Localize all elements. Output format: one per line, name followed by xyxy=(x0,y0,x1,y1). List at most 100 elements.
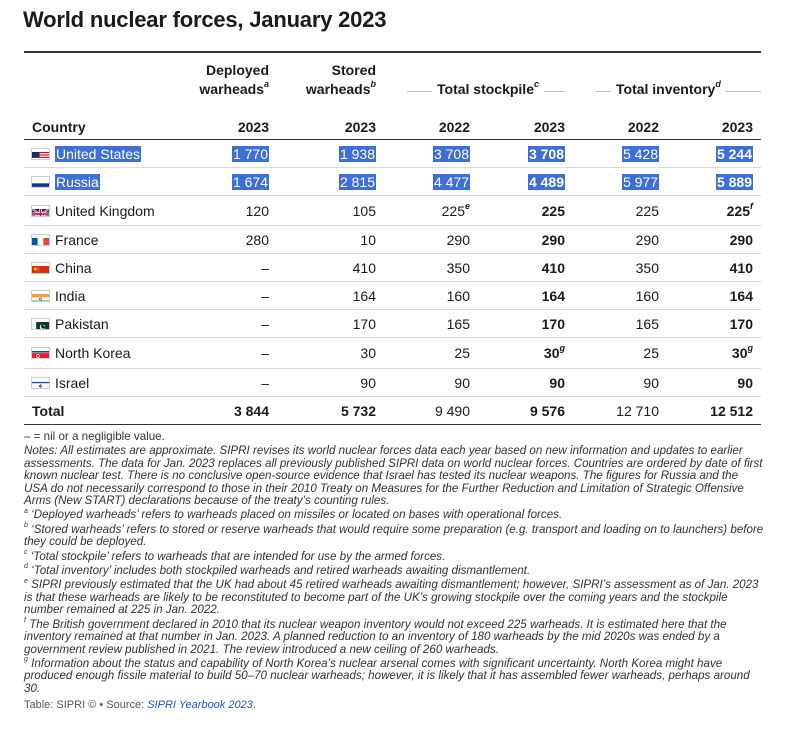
cell-stored: 410 xyxy=(352,260,376,276)
footnote-c: c ‘Total stockpile’ refers to warheads t… xyxy=(24,548,446,563)
cell-stock23: 90 xyxy=(549,375,565,391)
cell-inv22: 350 xyxy=(635,260,659,276)
cell-stock22: 3 708 xyxy=(432,146,470,162)
cell-stored: 30 xyxy=(360,345,376,361)
header-row-years: Country 2023 2023 2022 2023 2022 2023 xyxy=(24,113,761,140)
pakistan-flag-icon xyxy=(31,318,50,330)
india-flag-icon xyxy=(31,290,50,302)
table-top-rule xyxy=(24,51,761,53)
nil-note: – = nil or a negligible value. xyxy=(24,430,165,443)
cell-inv23: 5 889 xyxy=(715,174,753,190)
table-row: Pakistan – 170 165 170 165 170 xyxy=(24,310,761,338)
cell-deployed: 280 xyxy=(245,232,269,248)
country-name: Pakistan xyxy=(55,316,109,332)
cell-stock22: 160 xyxy=(446,288,470,304)
cell-inv22: 25 xyxy=(643,345,659,361)
total-stored: 5 732 xyxy=(340,403,376,419)
header-row-groups: Deployed warheadsa Stored warheadsb Tota… xyxy=(24,53,761,113)
cell-stock23: 410 xyxy=(541,260,565,276)
cell-inv23: 90 xyxy=(737,375,753,391)
footnote-e: e SIPRI previously estimated that the UK… xyxy=(24,577,759,617)
table-body: United States 1 770 1 938 3 708 3 708 5 428 5 … xyxy=(24,140,761,397)
country-name: India xyxy=(55,288,86,304)
cell-stored: 10 xyxy=(360,232,376,248)
total-deployed: 3 844 xyxy=(233,403,269,419)
inventory-year-2022: 2022 xyxy=(627,119,659,135)
total-stockpile-group-header: Total stockpilec xyxy=(407,80,565,101)
table-row: Israel – 90 90 90 90 90 xyxy=(24,369,761,397)
france-flag-icon xyxy=(31,234,50,246)
cell-inv22: 225 xyxy=(635,203,659,219)
cell-deployed: – xyxy=(261,345,269,361)
cell-stock23: 164 xyxy=(541,288,565,304)
page-title: World nuclear forces, January 2023 xyxy=(23,7,387,32)
total-label: Total xyxy=(32,403,65,419)
cell-stock23: 290 xyxy=(541,232,565,248)
north-korea-flag-icon xyxy=(31,347,50,359)
country-name: United Kingdom xyxy=(55,203,155,219)
cell-deployed: – xyxy=(261,260,269,276)
cell-inv23: 164 xyxy=(729,288,753,304)
deployed-header: Deployed warheadsa xyxy=(199,62,269,97)
table-row: United States 1 770 1 938 3 708 3 708 5 428 5 … xyxy=(24,140,761,168)
us-flag-icon xyxy=(31,148,50,160)
cell-stock23: 4 489 xyxy=(527,174,565,190)
uk-flag-icon xyxy=(31,205,50,217)
cell-deployed: – xyxy=(261,375,269,391)
general-note: Notes: All estimates are approximate. SI… xyxy=(24,444,763,508)
cell-inv23: 170 xyxy=(729,316,753,332)
table-row: India – 164 160 164 160 164 xyxy=(24,282,761,310)
stored-header: Stored warheadsb xyxy=(305,62,376,97)
footnotes: – = nil or a negligible value. Notes: Al… xyxy=(24,430,764,712)
china-flag-icon xyxy=(31,262,50,274)
nuclear-forces-table: Deployed warheadsa Stored warheadsb Tota… xyxy=(24,51,761,425)
inventory-year-2023: 2023 xyxy=(721,119,753,135)
cell-stock22: 4 477 xyxy=(432,174,470,190)
table-row: North Korea – 30 25 30g 25 30g xyxy=(24,338,761,369)
country-name: Russia xyxy=(55,174,100,190)
cell-deployed: 1 674 xyxy=(231,174,269,190)
cell-deployed: 120 xyxy=(245,203,269,219)
footnote-d: d ‘Total inventory’ includes both stockp… xyxy=(24,563,531,578)
israel-flag-icon xyxy=(31,377,50,389)
cell-inv22: 5 977 xyxy=(621,174,659,190)
footnote-a: a ‘Deployed warheads’ refers to warheads… xyxy=(24,507,563,522)
cell-stock23: 30g xyxy=(543,343,565,361)
table-row: China – 410 350 410 350 410 xyxy=(24,254,761,282)
source-link[interactable]: SIPRI Yearbook 2023 xyxy=(147,699,253,712)
country-name: United States xyxy=(55,146,142,162)
cell-stored: 2 815 xyxy=(338,174,376,190)
footnote-g: g Information about the status and capab… xyxy=(24,656,750,695)
footnote-b: b ‘Stored warheads’ refers to stored or … xyxy=(24,521,764,549)
stored-year: 2023 xyxy=(344,119,376,135)
table-row: France 280 10 290 290 290 290 xyxy=(24,226,761,254)
cell-inv22: 290 xyxy=(635,232,659,248)
cell-inv22: 5 428 xyxy=(621,146,659,162)
cell-deployed: – xyxy=(261,316,269,332)
deployed-year: 2023 xyxy=(237,119,269,135)
cell-inv23: 30g xyxy=(731,343,753,361)
cell-inv22: 160 xyxy=(635,288,659,304)
cell-stock22: 90 xyxy=(454,375,470,391)
cell-inv23: 410 xyxy=(729,260,753,276)
country-name: Israel xyxy=(55,375,90,391)
total-inventory-2023: 12 512 xyxy=(710,403,753,419)
cell-stock22: 350 xyxy=(446,260,470,276)
cell-stock23: 225 xyxy=(541,203,565,219)
cell-deployed: 1 770 xyxy=(231,146,269,162)
cell-stored: 164 xyxy=(352,288,376,304)
cell-stored: 105 xyxy=(352,203,376,219)
total-stockpile-2022: 9 490 xyxy=(434,403,470,419)
cell-stock23: 170 xyxy=(541,316,565,332)
cell-stored: 90 xyxy=(360,375,376,391)
cell-stock23: 3 708 xyxy=(527,146,565,162)
cell-stock22: 165 xyxy=(446,316,470,332)
cell-stored: 170 xyxy=(352,316,376,332)
russia-flag-icon xyxy=(31,176,50,188)
source-line: Table: SIPRI © • Source: SIPRI Yearbook … xyxy=(24,699,256,712)
cell-stock22: 225e xyxy=(441,201,470,219)
total-stockpile-2023: 9 576 xyxy=(529,403,565,419)
cell-stock22: 25 xyxy=(454,345,470,361)
country-name: China xyxy=(55,260,92,276)
total-inventory-group-header: Total inventoryd xyxy=(596,80,761,101)
